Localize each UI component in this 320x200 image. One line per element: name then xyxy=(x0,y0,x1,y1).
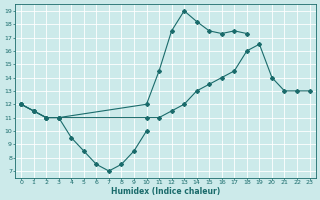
X-axis label: Humidex (Indice chaleur): Humidex (Indice chaleur) xyxy=(111,187,220,196)
